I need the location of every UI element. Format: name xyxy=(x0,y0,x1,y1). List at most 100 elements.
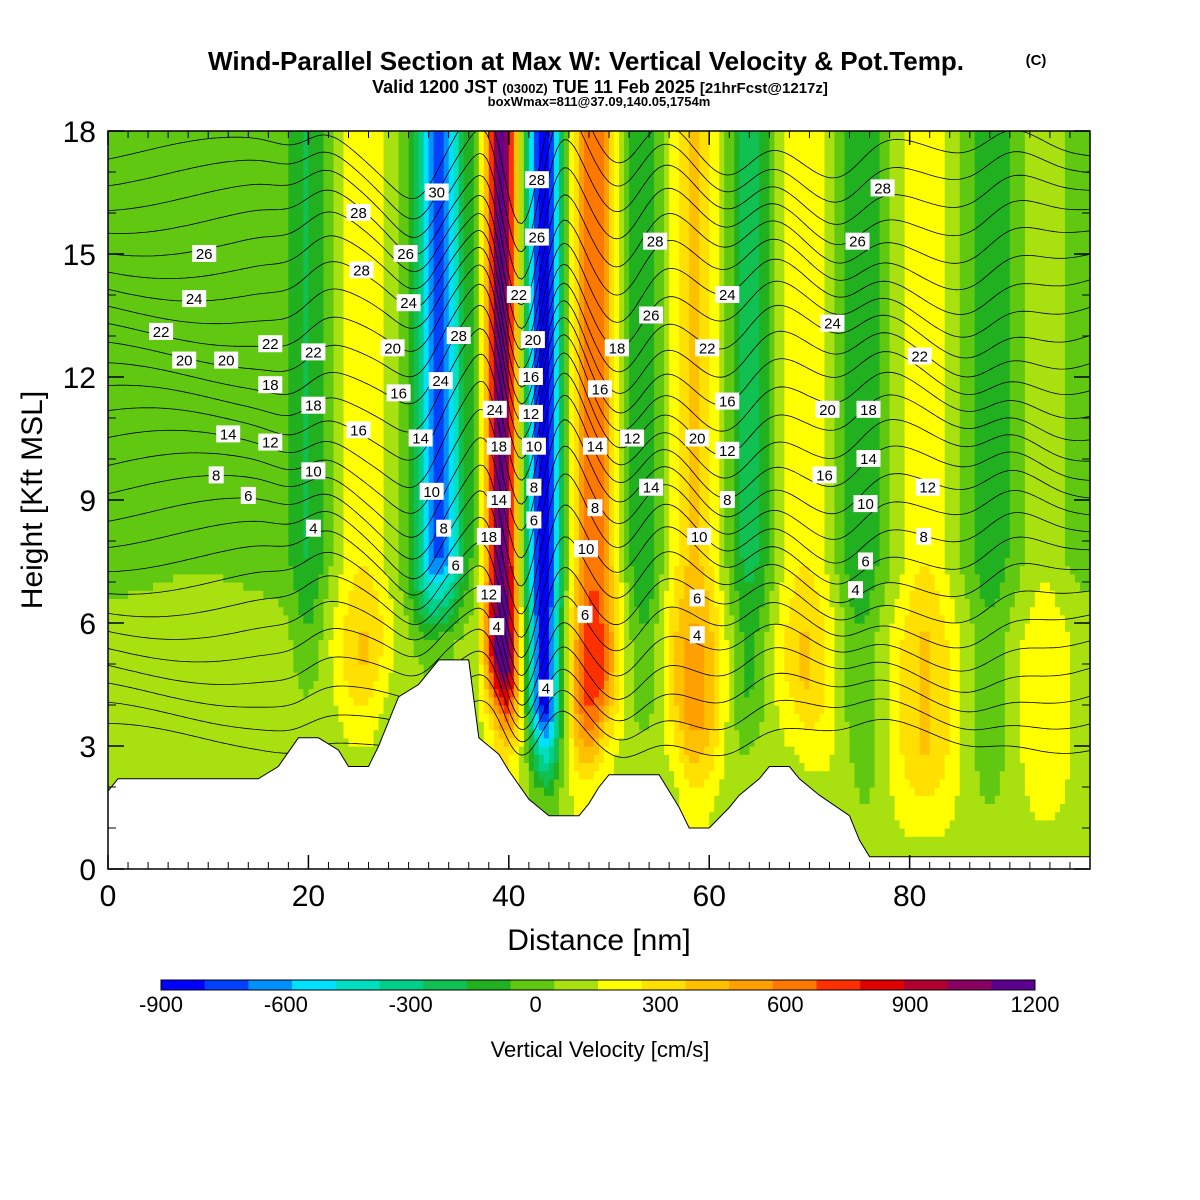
contour-label-text: 20 xyxy=(819,402,836,419)
colorbar-swatch xyxy=(598,980,643,990)
velocity-cell xyxy=(433,557,440,575)
contour-label: 28 xyxy=(446,327,471,345)
velocity-cell xyxy=(609,565,615,632)
contour-label-text: 26 xyxy=(397,246,414,263)
velocity-cell xyxy=(834,573,841,869)
velocity-cell xyxy=(593,131,600,591)
contour-label: 12 xyxy=(476,585,501,603)
colorbar-frame xyxy=(160,979,1036,991)
velocity-cell xyxy=(994,598,1001,796)
velocity-cell xyxy=(158,131,164,583)
velocity-cell xyxy=(939,614,946,780)
contour-label: 26 xyxy=(639,306,664,325)
velocity-cell xyxy=(583,705,590,731)
velocity-cell xyxy=(604,131,610,624)
isentrope-line xyxy=(108,212,1090,351)
contour-label: 22 xyxy=(301,343,326,361)
contour-label-text: 18 xyxy=(305,398,322,415)
contour-label-text: 24 xyxy=(824,316,841,333)
isentrope-line xyxy=(108,139,1090,280)
velocity-cell xyxy=(859,131,866,624)
velocity-cell xyxy=(453,131,460,558)
velocity-cell xyxy=(824,573,831,772)
contour-label: 14 xyxy=(583,437,607,456)
colorbar-swatch xyxy=(772,980,817,990)
contour-label-text: 22 xyxy=(699,340,716,357)
velocity-cell xyxy=(614,713,620,755)
velocity-cell xyxy=(929,795,936,837)
velocity-cell xyxy=(528,590,535,706)
velocity-cell xyxy=(213,573,219,869)
x-tick-label: 60 xyxy=(693,880,726,913)
velocity-cell xyxy=(864,614,871,804)
velocity-cell xyxy=(809,573,816,731)
velocity-cell xyxy=(358,705,365,747)
velocity-cell xyxy=(548,721,555,739)
velocity-cell xyxy=(904,131,911,616)
contour-label: 12 xyxy=(915,478,940,497)
contour-label-text: 10 xyxy=(423,484,440,501)
velocity-cell xyxy=(498,688,505,698)
velocity-cell xyxy=(158,582,164,869)
velocity-cell xyxy=(533,614,540,714)
velocity-cell xyxy=(909,590,916,788)
velocity-cell xyxy=(168,582,174,869)
contour-label: 12 xyxy=(715,441,740,460)
velocity-cell xyxy=(749,582,755,690)
velocity-cell xyxy=(999,131,1006,583)
y-axis-label: Height [Kft MSL] xyxy=(16,391,49,609)
velocity-cell xyxy=(313,598,320,681)
velocity-cell xyxy=(674,705,680,747)
velocity-cell xyxy=(593,754,600,772)
colorbar-tick-label: 900 xyxy=(892,992,929,1017)
velocity-cell xyxy=(538,778,545,788)
colorbar-tick-label: 600 xyxy=(767,992,804,1017)
velocity-cell xyxy=(143,131,149,591)
velocity-cell xyxy=(448,598,455,616)
velocity-cell xyxy=(273,131,279,599)
colorbar-swatch xyxy=(466,980,511,990)
velocity-cell xyxy=(538,729,545,747)
velocity-cell xyxy=(548,778,555,796)
velocity-cell xyxy=(538,721,545,731)
contour-label-text: 14 xyxy=(587,439,604,456)
velocity-cell xyxy=(834,131,841,575)
velocity-cell xyxy=(729,614,735,869)
velocity-cell xyxy=(674,565,680,632)
velocity-cell xyxy=(694,131,700,624)
isentrope-line xyxy=(108,565,1090,677)
contour-label: 6 xyxy=(448,556,464,575)
valid-date: TUE 11 Feb 2025 xyxy=(553,77,695,97)
contour-label: 16 xyxy=(715,392,740,411)
velocity-cell xyxy=(288,565,294,640)
velocity-cell xyxy=(599,688,605,706)
velocity-cell xyxy=(378,131,385,616)
velocity-cell xyxy=(358,631,365,665)
velocity-cell xyxy=(418,631,425,665)
contour-label: 18 xyxy=(301,396,326,415)
velocity-cell xyxy=(804,631,811,690)
colorbar-swatch xyxy=(204,980,249,990)
velocity-cell xyxy=(533,770,540,788)
velocity-cell xyxy=(904,614,911,780)
velocity-cell xyxy=(629,639,635,869)
contour-label: 16 xyxy=(588,380,612,398)
contour-label-text: 16 xyxy=(719,394,736,411)
contour-label-text: 12 xyxy=(624,431,641,448)
velocity-cell xyxy=(583,762,590,780)
contour-labels: 26 24 22 20 20 22 18 14 12 8 6 22 18 10 4 28 28 16 26 24 20 1… xyxy=(149,171,940,698)
contour-label-text: 20 xyxy=(384,340,401,357)
velocity-cell xyxy=(894,598,901,821)
velocity-cell xyxy=(744,582,750,698)
velocity-cell xyxy=(443,573,450,591)
velocity-cell xyxy=(819,131,826,616)
colorbar-swatch xyxy=(816,980,861,990)
contour-label: 24 xyxy=(182,290,207,308)
velocity-cell xyxy=(1059,803,1066,869)
velocity-cell xyxy=(684,639,690,722)
isentrope-line xyxy=(108,504,1090,638)
y-tick-label: 9 xyxy=(79,485,96,518)
velocity-cell xyxy=(694,623,700,731)
velocity-cell xyxy=(1034,590,1041,821)
velocity-cell xyxy=(949,819,956,869)
